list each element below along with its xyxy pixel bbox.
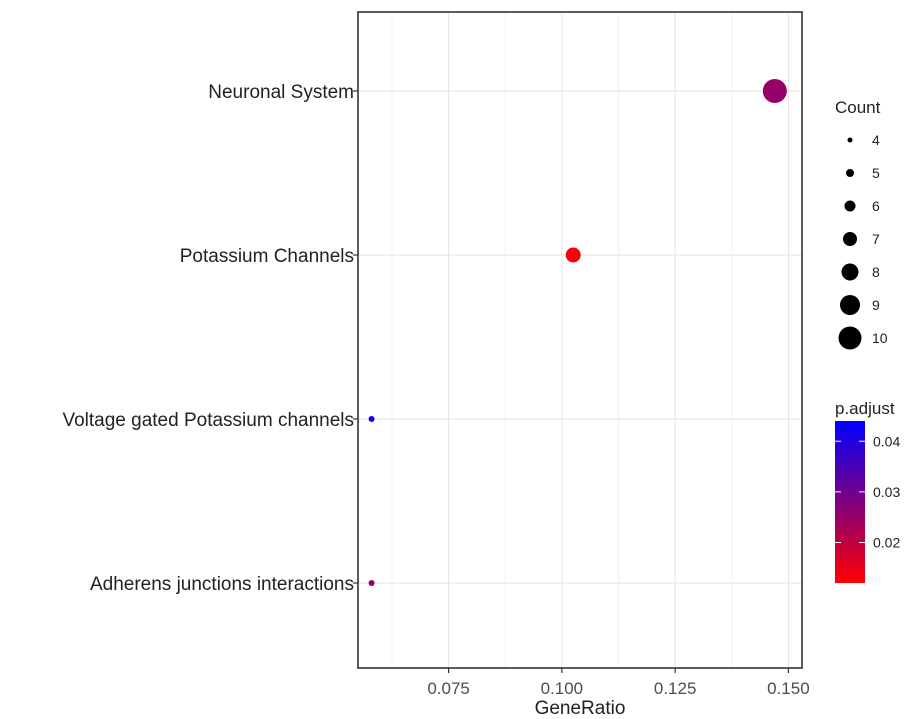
- color-legend-label: 0.04: [873, 433, 900, 449]
- size-legend-label: 10: [872, 330, 888, 346]
- panel-background: [358, 12, 802, 668]
- size-legend-label: 5: [872, 165, 880, 181]
- size-legend-key: [844, 200, 856, 212]
- color-legend-gradient-bar: [835, 421, 865, 583]
- y-tick-label: Neuronal System: [208, 82, 354, 103]
- x-tick-label: 0.075: [427, 679, 470, 698]
- x-axis-title: GeneRatio: [535, 698, 626, 719]
- y-tick-label: Voltage gated Potassium channels: [62, 410, 354, 431]
- x-tick-label: 0.100: [541, 679, 584, 698]
- size-legend-label: 6: [872, 198, 880, 214]
- size-legend-key: [846, 169, 854, 177]
- y-tick-label: Potassium Channels: [180, 246, 354, 267]
- size-legend-key: [843, 232, 857, 246]
- color-legend-label: 0.02: [873, 535, 900, 551]
- y-axis: Neuronal System Potassium Channels Voltage…: [62, 82, 358, 595]
- size-legend-label: 9: [872, 297, 880, 313]
- size-legend-label: 8: [872, 264, 880, 280]
- size-legend-label: 4: [872, 132, 880, 148]
- data-point: [368, 416, 375, 422]
- data-point: [762, 79, 787, 103]
- size-legend-key: [838, 326, 862, 350]
- color-legend: p.adjust 0.02 0.03 0.04: [835, 399, 900, 583]
- data-points: [368, 79, 787, 586]
- color-legend-label: 0.03: [873, 484, 900, 500]
- panel-border: [357, 11, 803, 669]
- x-tick-label: 0.125: [654, 679, 697, 698]
- data-point: [565, 247, 581, 263]
- data-point: [368, 580, 375, 586]
- size-legend-title: Count: [835, 98, 881, 117]
- size-legend-label: 7: [872, 231, 880, 247]
- size-legend: Count 4 5 6 7 8 9 10: [835, 98, 888, 350]
- size-legend-key: [840, 295, 860, 315]
- size-legend-key: [841, 263, 859, 281]
- y-tick-label: Adherens junctions interactions: [90, 574, 354, 595]
- x-axis: 0.075 0.100 0.125 0.150: [427, 668, 810, 698]
- color-legend-title: p.adjust: [835, 399, 895, 418]
- x-tick-label: 0.150: [767, 679, 810, 698]
- plot-panel: [357, 11, 803, 669]
- size-legend-key: [847, 137, 853, 143]
